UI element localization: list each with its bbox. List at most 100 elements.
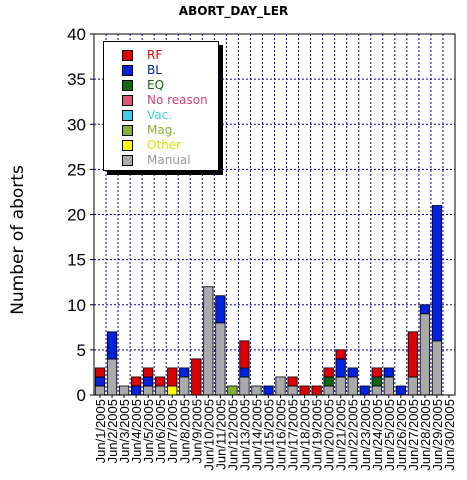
legend-item-bl: BL — [122, 63, 162, 77]
bar-segment — [251, 385, 262, 396]
bar-segment — [383, 367, 394, 378]
bar-segment — [359, 385, 370, 396]
bar-segment — [191, 358, 202, 396]
bar-segment — [419, 304, 431, 315]
legend-swatch-eq — [122, 79, 133, 91]
bar-segment — [323, 376, 334, 387]
bar-segment — [371, 376, 382, 387]
x-tick-label: Jun/10/2005 — [201, 399, 216, 471]
legend-swatch-bl — [122, 64, 133, 76]
x-tick-label: Jun/19/2005 — [310, 399, 325, 471]
bar-segment — [143, 376, 154, 387]
bar-segment — [167, 367, 178, 387]
x-tick-label: Jun/3/2005 — [117, 399, 132, 463]
bar-segment — [431, 205, 443, 342]
bar-segment — [275, 376, 286, 396]
bar-segment — [419, 313, 431, 396]
bar-segment — [239, 340, 250, 369]
legend-label-other: Other — [147, 138, 182, 152]
legend-label-mag: Mag. — [147, 123, 177, 137]
x-tick-label: Jun/28/2005 — [418, 399, 433, 471]
x-tick-label: Jun/29/2005 — [430, 399, 445, 471]
legend: RF BL EQ No reason Vac. Mag. Other Manua… — [103, 41, 219, 171]
x-tick-label: Jun/18/2005 — [298, 399, 313, 471]
bar-segment — [431, 340, 443, 396]
bar-segment — [383, 376, 394, 396]
bar-segment — [407, 376, 418, 396]
bar-segment — [407, 331, 418, 378]
x-tick-label: Jun/6/2005 — [153, 399, 168, 463]
legend-label-manual: Manual — [147, 153, 191, 167]
legend-swatch-other — [122, 139, 133, 151]
bar-segment — [143, 367, 154, 378]
bar-segment — [179, 367, 190, 378]
y-tick-label: 30 — [67, 115, 86, 134]
x-tick-label: Jun/11/2005 — [213, 399, 228, 470]
bar-segment — [167, 385, 178, 396]
bar-segment — [287, 385, 298, 396]
legend-item-eq: EQ — [122, 78, 164, 92]
bar-segment — [94, 385, 106, 396]
bar-segment — [323, 367, 334, 378]
legend-label-bl: BL — [147, 63, 162, 77]
x-tick-label: Jun/1/2005 — [93, 399, 108, 463]
bar-segment — [311, 385, 322, 396]
legend-item-mag: Mag. — [122, 123, 176, 137]
x-tick-label: Jun/27/2005 — [406, 399, 421, 471]
bar-segment — [347, 367, 358, 378]
legend-swatch-manual — [122, 154, 133, 166]
legend-swatch-no-reason — [122, 94, 133, 106]
y-tick-label: 35 — [67, 70, 86, 89]
bar-segment — [347, 376, 358, 396]
bar-segment — [239, 376, 250, 396]
x-tick-label: Jun/17/2005 — [286, 399, 301, 471]
y-tick-label: 15 — [67, 251, 86, 270]
legend-item-manual: Manual — [122, 153, 191, 167]
bar-segment — [323, 385, 334, 396]
bar-segment — [143, 385, 154, 396]
bar-segment — [94, 367, 106, 378]
bar-segment — [227, 385, 238, 396]
legend-item-rf: RF — [122, 48, 162, 62]
bar-segment — [131, 376, 142, 387]
legend-label-no-reason: No reason — [147, 93, 208, 107]
x-tick-label: Jun/15/2005 — [261, 399, 276, 471]
legend-item-no-reason: No reason — [122, 93, 208, 107]
legend-swatch-vac — [122, 109, 133, 121]
x-tick-label: Jun/30/2005 — [442, 399, 457, 471]
bar-segment — [395, 385, 406, 396]
bar-segment — [131, 385, 142, 396]
x-tick-label: Jun/22/2005 — [346, 399, 361, 471]
x-tick-label: Jun/5/2005 — [141, 399, 156, 463]
legend-swatch-mag — [122, 124, 133, 136]
x-tick-label: Jun/8/2005 — [177, 399, 192, 463]
bar-segment — [215, 322, 226, 396]
bar-segment — [203, 286, 214, 396]
x-tick-label: Jun/16/2005 — [274, 399, 289, 471]
bar-segment — [371, 385, 382, 396]
bar-segment — [155, 376, 166, 387]
bar-segment — [335, 349, 346, 360]
legend-item-other: Other — [122, 138, 181, 152]
x-tick-label: Jun/13/2005 — [237, 399, 252, 471]
bar-segment — [118, 385, 130, 396]
y-tick-label: 25 — [67, 160, 86, 179]
legend-swatch-rf — [122, 49, 133, 61]
x-tick-label: Jun/14/2005 — [249, 399, 264, 471]
x-tick-label: Jun/9/2005 — [189, 399, 204, 463]
x-tick-label: Jun/25/2005 — [382, 399, 397, 471]
bar-segment — [287, 376, 298, 387]
x-tick-label: Jun/7/2005 — [165, 399, 180, 463]
bar-segment — [155, 385, 166, 396]
legend-label-vac: Vac. — [147, 108, 173, 122]
y-tick-label: 5 — [77, 341, 86, 360]
chart-title: ABORT_DAY_LER — [178, 4, 289, 18]
bar-segment — [106, 331, 118, 360]
x-tick-label: Jun/4/2005 — [129, 399, 144, 463]
bar-segment — [371, 367, 382, 378]
y-tick-label: 10 — [67, 296, 86, 315]
x-tick-label: Jun/23/2005 — [358, 399, 373, 471]
bar-segment — [179, 376, 190, 396]
bar-segment — [263, 385, 274, 396]
